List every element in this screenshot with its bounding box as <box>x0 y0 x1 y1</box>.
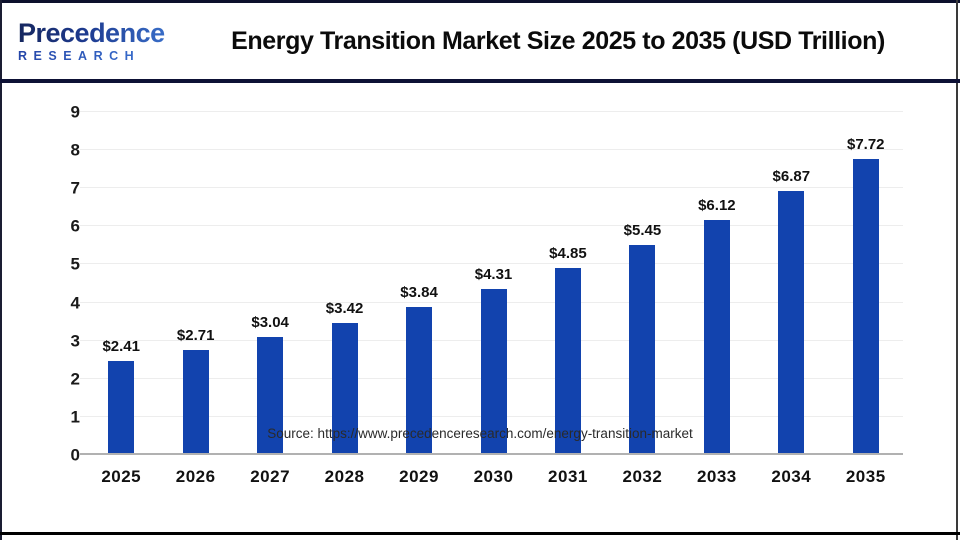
header-separator-rule <box>0 79 960 83</box>
chart-title: Energy Transition Market Size 2025 to 20… <box>231 26 885 55</box>
bar-2026 <box>182 349 209 453</box>
gridline-y-6 <box>80 225 903 227</box>
bar-value-label-2035: $7.72 <box>846 135 885 153</box>
x-axis-baseline <box>80 453 903 455</box>
y-tick-label-5: 5 <box>70 254 80 274</box>
bar-value-label-2034: $6.87 <box>772 168 811 186</box>
y-tick-label-6: 6 <box>70 216 80 236</box>
bar-2032 <box>629 245 656 453</box>
bar-value-label-2026: $2.71 <box>176 326 215 344</box>
bar-value-label-2029: $3.84 <box>400 283 438 301</box>
gridline-y-9 <box>80 111 903 112</box>
precedence-research-logo: Precedence RESEARCH <box>18 19 186 63</box>
bar-2034 <box>778 191 805 453</box>
bar-value-label-2030: $4.31 <box>474 265 513 283</box>
gridline-y-5 <box>80 263 903 265</box>
plot-area: $2.41 $2.71 $3.04 $3.42 $3.84 $4.31 $4.85 $5.45… <box>80 111 903 455</box>
bar-value-label-2028: $3.42 <box>325 299 364 317</box>
bar-value-label-2031: $4.85 <box>549 245 587 263</box>
y-tick-label-9: 9 <box>70 102 80 122</box>
bar-value-label-2025: $2.41 <box>102 338 140 356</box>
x-axis-category-labels: 2025 2026 2027 2028 2029 2030 2031 2032 2033 2034… <box>84 467 903 489</box>
bar-2027 <box>257 337 284 453</box>
gridline-y-8 <box>80 149 903 151</box>
logo-wordmark: Precedence <box>18 19 186 47</box>
x-category-label-2026: 2026 <box>175 467 216 486</box>
logo-subtitle: RESEARCH <box>18 50 186 63</box>
bar-value-label-2032: $5.45 <box>623 222 662 240</box>
y-tick-label-4: 4 <box>70 293 80 313</box>
x-category-label-2027: 2027 <box>250 467 291 486</box>
x-category-label-2025: 2025 <box>101 467 142 486</box>
bar-2025 <box>108 361 135 453</box>
bar-2030 <box>480 288 507 453</box>
y-tick-label-8: 8 <box>70 140 80 160</box>
x-category-label-2030: 2030 <box>473 467 514 486</box>
x-category-label-2035: 2035 <box>845 467 886 486</box>
frame-left-border <box>0 0 2 540</box>
x-category-label-2029: 2029 <box>399 467 439 486</box>
y-tick-label-2: 2 <box>70 369 80 389</box>
frame-bottom-border <box>0 532 960 535</box>
bar-value-label-2027: $3.04 <box>251 314 289 332</box>
gridline-y-7 <box>80 187 903 189</box>
x-category-label-2034: 2034 <box>771 467 812 486</box>
bar-2035 <box>852 158 879 453</box>
frame-right-border <box>956 0 958 540</box>
chart-area: 0 1 2 3 4 5 6 7 8 9 $2.41 $2.71 $3.04 $3.42 $3.84 $4.3… <box>2 83 956 532</box>
bar-2028 <box>331 322 358 453</box>
y-tick-label-3: 3 <box>70 331 80 351</box>
bar-2029 <box>406 306 433 453</box>
header: Precedence RESEARCH Energy Transition Ma… <box>2 3 956 79</box>
x-category-label-2032: 2032 <box>622 467 663 486</box>
bar-2031 <box>554 268 581 453</box>
y-tick-label-1: 1 <box>70 407 80 427</box>
x-category-label-2028: 2028 <box>324 467 365 486</box>
y-axis-tick-labels: 0 1 2 3 4 5 6 7 8 9 <box>30 104 80 464</box>
bar-2033 <box>703 219 730 453</box>
y-tick-label-0: 0 <box>70 445 80 465</box>
x-category-label-2033: 2033 <box>696 467 737 486</box>
x-category-label-2031: 2031 <box>548 467 588 486</box>
source-text: Source: https://www.precedenceresearch.c… <box>267 426 693 441</box>
bar-value-label-2033: $6.12 <box>698 196 736 214</box>
y-tick-label-7: 7 <box>70 178 80 198</box>
frame-top-border <box>0 0 960 3</box>
